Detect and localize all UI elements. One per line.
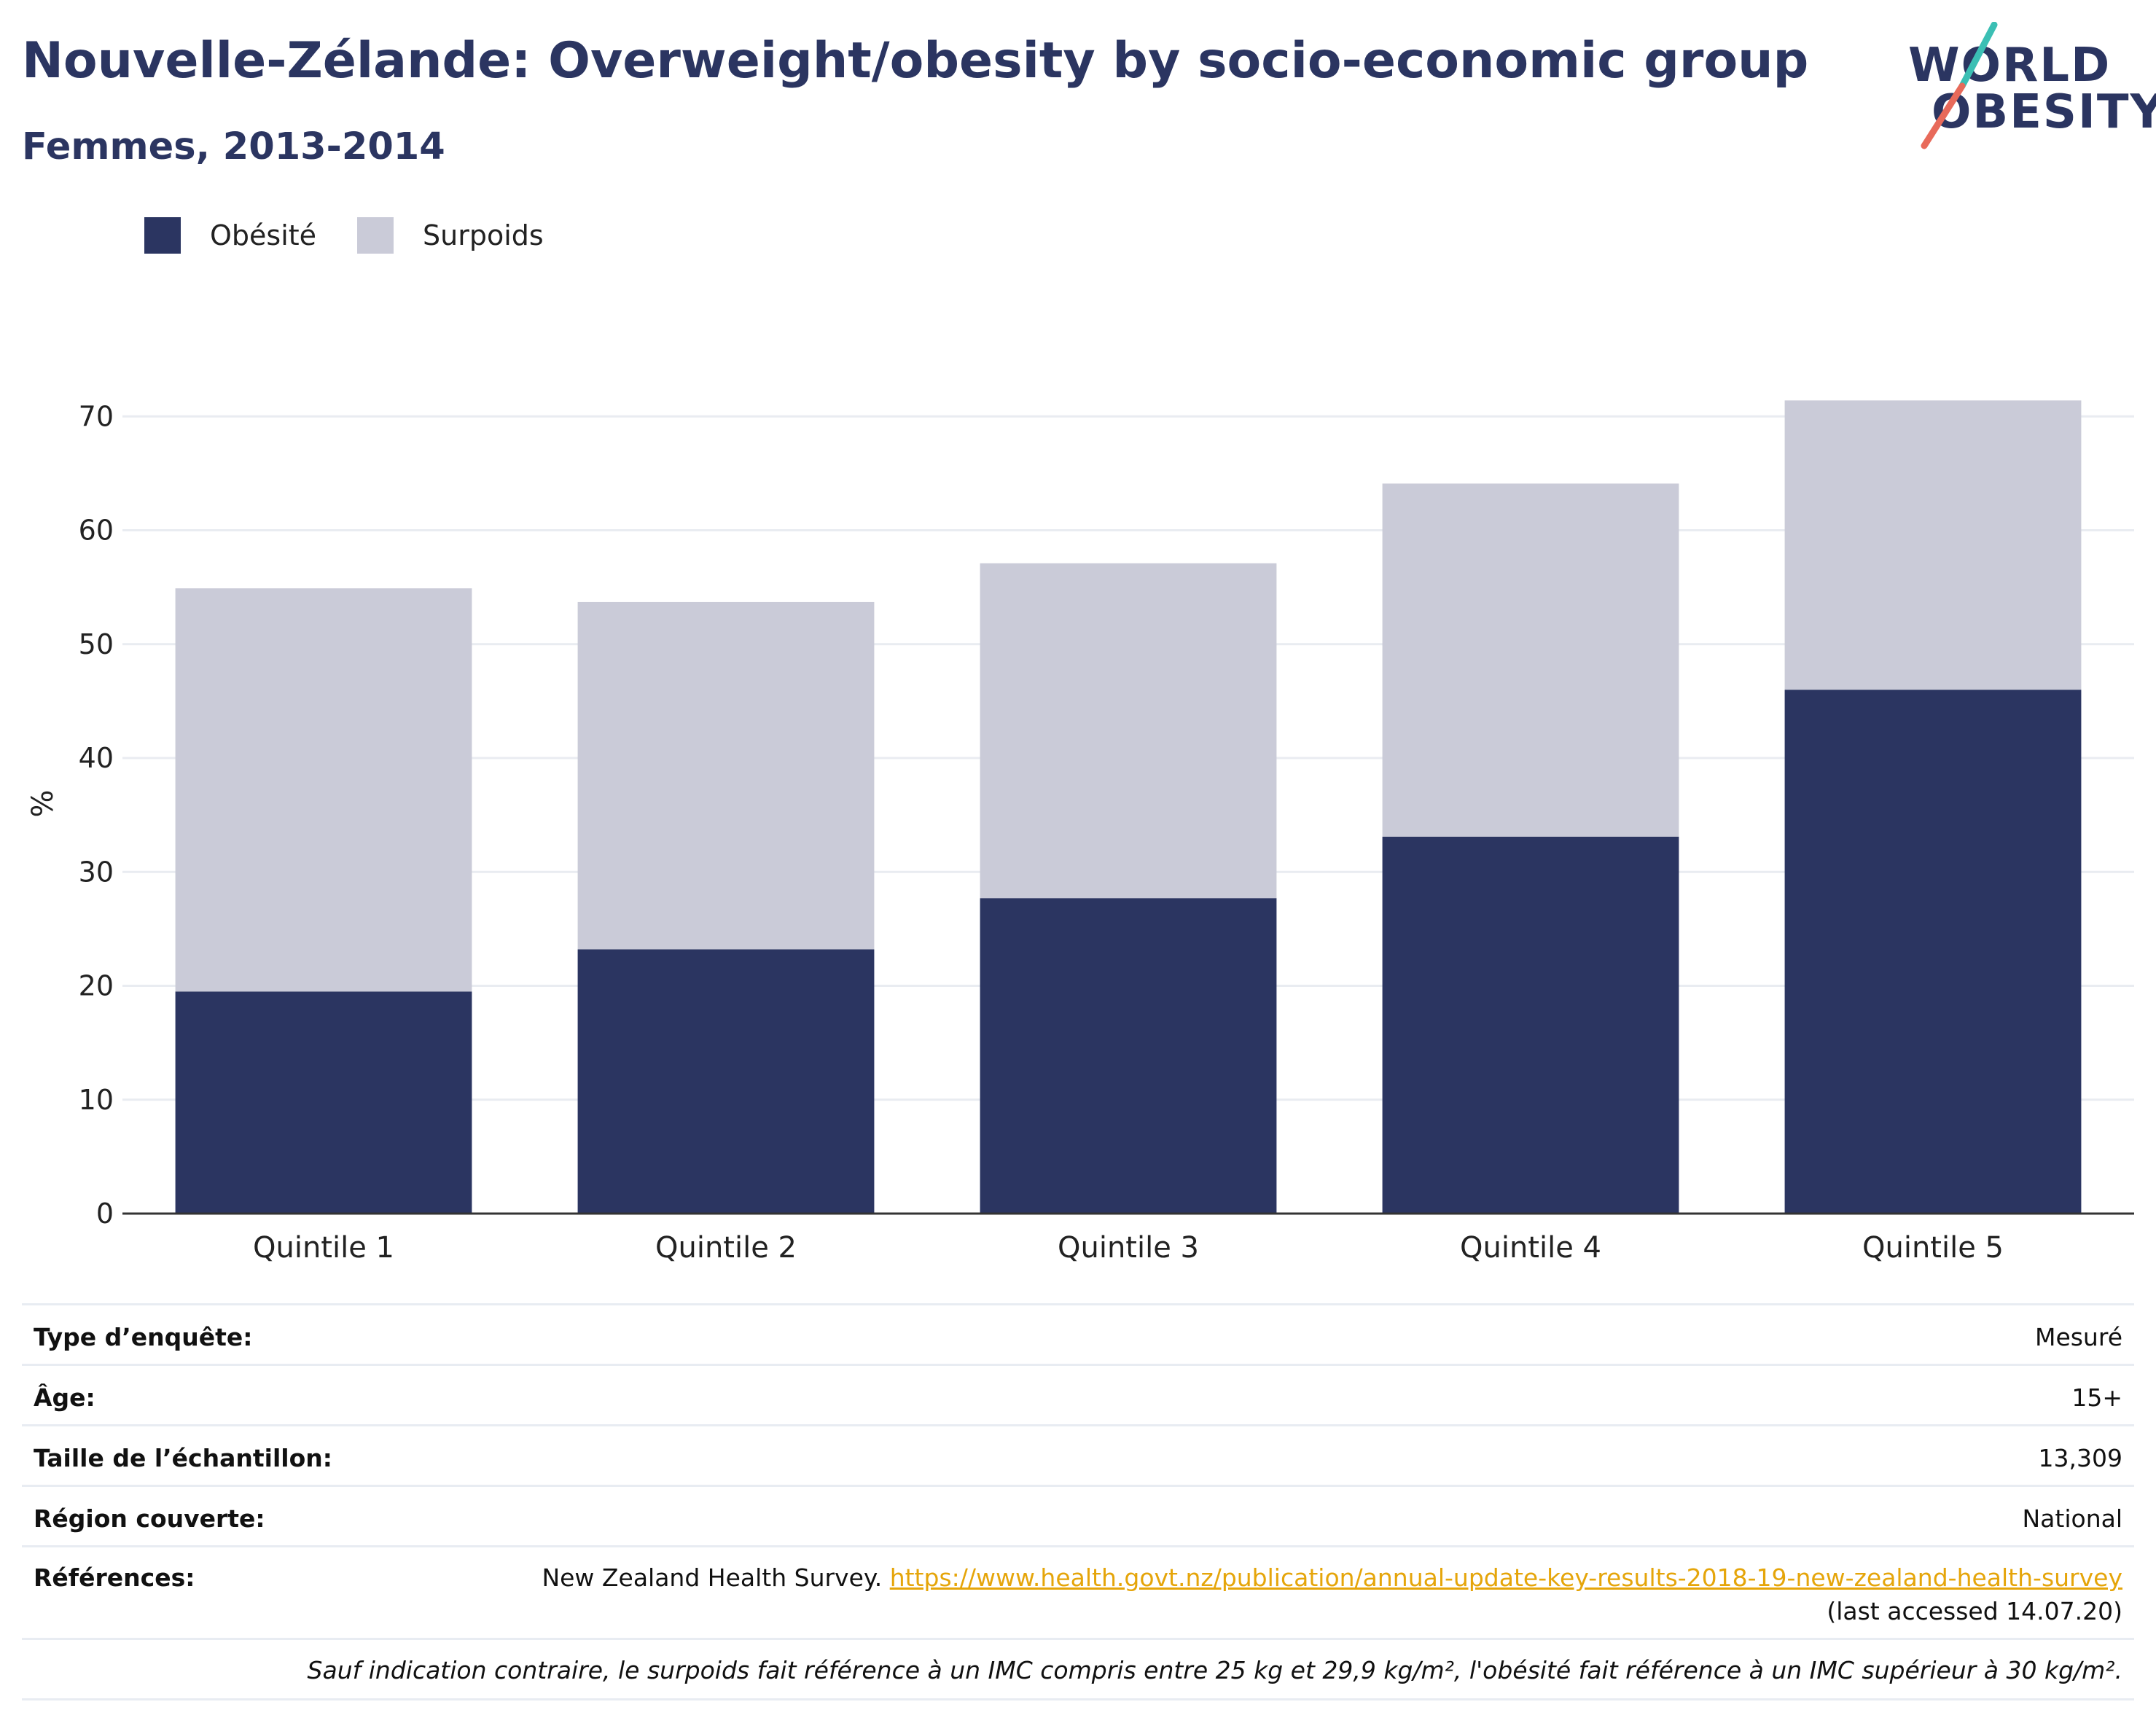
info-row-references: Références: New Zealand Health Survey. h… — [22, 1545, 2134, 1638]
info-row-region: Région couverte: National — [22, 1485, 2134, 1545]
info-table: Type d’enquête: Mesuré Âge: 15+ Taille d… — [22, 1303, 2134, 1700]
info-key-sample-size: Taille de l’échantillon: — [34, 1444, 332, 1472]
bar-obesite — [1382, 836, 1679, 1214]
chart-subtitle: Femmes, 2013-2014 — [22, 125, 445, 168]
bar-surpoids — [577, 601, 875, 950]
bar-surpoids — [1382, 483, 1679, 837]
info-value-survey-type: Mesuré — [2034, 1323, 2122, 1351]
x-tick-label: Quintile 5 — [1862, 1231, 2004, 1265]
info-key-region: Région couverte: — [34, 1504, 265, 1533]
bar-surpoids — [980, 563, 1277, 899]
bar-obesite — [577, 949, 875, 1214]
info-value-references: New Zealand Health Survey. https://www.h… — [542, 1563, 2122, 1592]
y-tick-label: 70 — [79, 400, 114, 432]
y-tick-label: 50 — [79, 628, 114, 660]
info-key-references: Références: — [34, 1563, 195, 1592]
legend-item-obesite: Obésité — [144, 217, 316, 254]
y-tick-label: 20 — [79, 970, 114, 1002]
y-tick-label: 0 — [96, 1198, 114, 1230]
bar-obesite — [175, 991, 472, 1214]
legend-label-obesite: Obésité — [210, 219, 317, 251]
y-tick-label: 40 — [79, 742, 114, 774]
info-row-survey-type: Type d’enquête: Mesuré — [22, 1303, 2134, 1364]
x-tick-label: Quintile 1 — [253, 1231, 394, 1265]
legend-item-surpoids: Surpoids — [357, 217, 544, 254]
logo-slash-icon — [1921, 22, 1998, 149]
chart-title: Nouvelle-Zélande: Overweight/obesity by … — [22, 32, 1809, 90]
x-tick-label: Quintile 4 — [1460, 1231, 1601, 1265]
info-row-age: Âge: 15+ — [22, 1364, 2134, 1424]
reference-link[interactable]: https://www.health.govt.nz/publication/a… — [889, 1563, 2122, 1592]
info-row-note: Sauf indication contraire, le surpoids f… — [22, 1638, 2134, 1700]
bar-surpoids — [175, 588, 472, 992]
stacked-bar-chart: 0 10 20 30 40 50 60 70% Quintile 1 Quintile 2 Quin… — [26, 400, 2134, 1265]
info-value-region: National — [2022, 1504, 2122, 1533]
info-value-sample-size: 13,309 — [2038, 1444, 2122, 1472]
info-key-survey-type: Type d’enquête: — [34, 1323, 253, 1351]
y-tick-label: 30 — [79, 856, 114, 888]
definition-note: Sauf indication contraire, le surpoids f… — [307, 1656, 2122, 1684]
bar-obesite — [1784, 690, 2082, 1214]
y-tick-label: 10 — [79, 1084, 114, 1116]
chart-legend: Obésité Surpoids — [144, 217, 585, 254]
legend-swatch-obesite — [144, 217, 181, 254]
logo-line-2: OBESITY — [1932, 85, 2156, 139]
bar-obesite — [980, 898, 1277, 1214]
legend-label-surpoids: Surpoids — [423, 219, 544, 251]
reference-accessed-date: (last accessed 14.07.20) — [1827, 1597, 2122, 1625]
bar-surpoids — [1784, 400, 2082, 690]
y-tick-label: 60 — [79, 515, 114, 547]
info-key-age: Âge: — [34, 1383, 95, 1412]
legend-swatch-surpoids — [357, 217, 394, 254]
y-axis-label: % — [26, 789, 60, 817]
x-tick-label: Quintile 3 — [1058, 1231, 1199, 1265]
info-value-age: 15+ — [2071, 1383, 2122, 1412]
x-tick-label: Quintile 2 — [655, 1231, 797, 1265]
info-row-sample-size: Taille de l’échantillon: 13,309 — [22, 1424, 2134, 1485]
logo-line-1: WORLD — [1908, 39, 2112, 93]
world-obesity-logo: WORLD OBESITY — [1895, 22, 2156, 153]
reference-source-text: New Zealand Health Survey. — [542, 1563, 890, 1592]
